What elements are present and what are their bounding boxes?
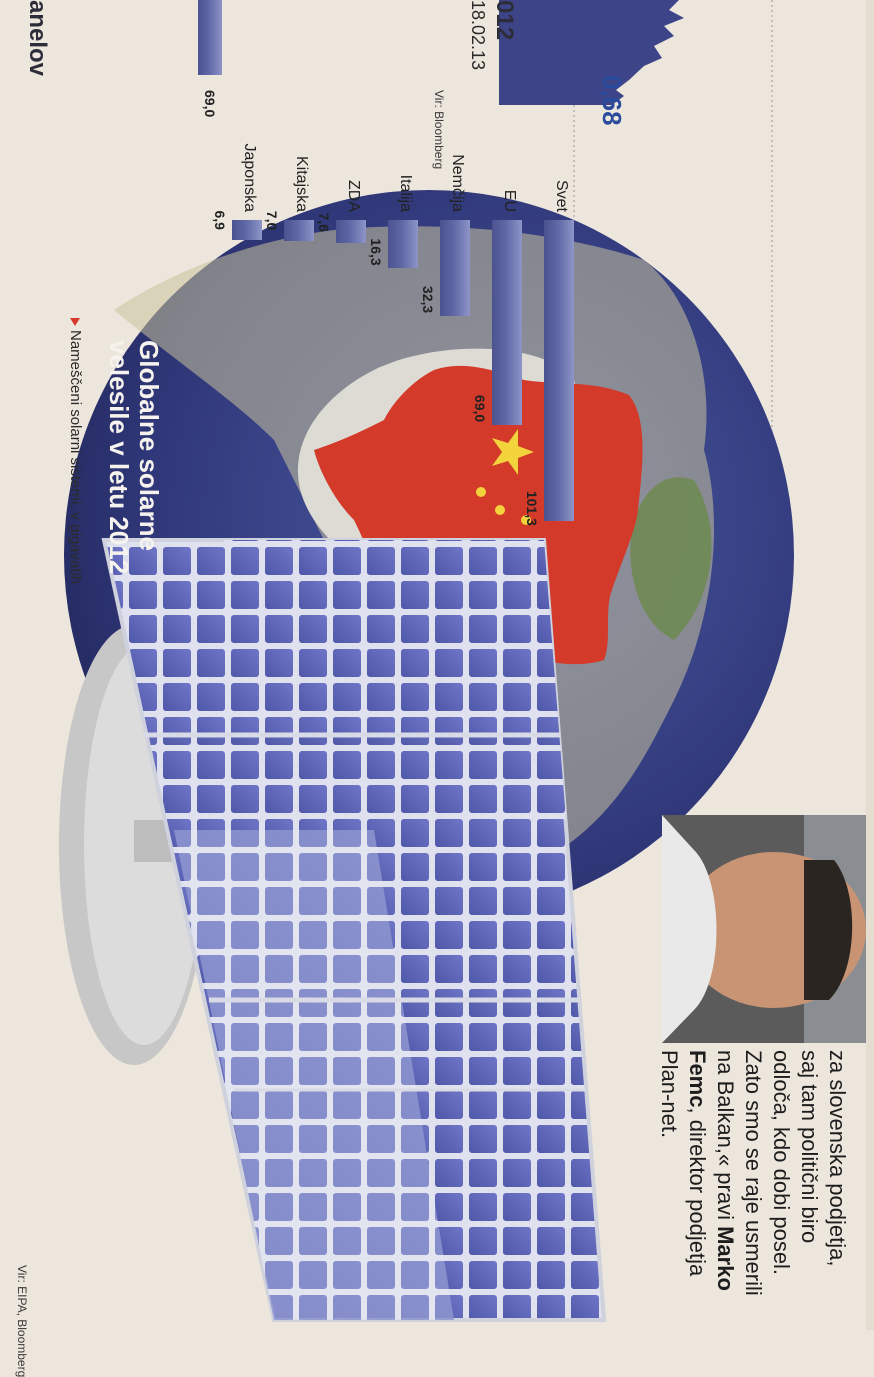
chart-source: Vir: EIPA, Bloomberg [15,1265,29,1377]
bar-value-japonska: 6,9 [212,210,228,230]
bar-cut-off [198,0,222,75]
legend-marker-icon [69,318,80,326]
article-line-5: na Balkan,« pravi Marko [713,1050,738,1291]
article-line-3: odloča, kdo dobi posel. [769,1050,794,1276]
bar-value-nemcija: 32,3 [420,285,436,314]
bar-eu [492,220,522,425]
newspaper-page: anelov 012 18.02.13 0,68 Vir: Bloomberg … [15,0,874,1377]
bar-category-label-zda: ZDA [345,180,362,212]
article-person-first-name: Marko [713,1226,738,1291]
bar-category-label-eu: EU [501,189,518,212]
bar-category-label-italija: Italija [397,174,414,212]
bar-italija [388,220,418,269]
bar-value-svet: 101,3 [524,490,540,526]
article-line-1: za slovenska podjetja, [825,1050,850,1267]
bar-value-kitajska: 7,0 [264,210,280,231]
bar-zda [336,220,366,243]
article-person-last-name: Femc [685,1050,710,1108]
bar-value-cut-off: 69,0 [202,90,218,118]
bar-nemcija [440,220,470,316]
price-line-area [499,0,684,105]
article-line-5-text: na Balkan,« pravi [713,1050,738,1227]
portrait-photo [662,815,874,1043]
bar-value-zda: 7,6 [316,212,332,233]
article-line-7: Plan-net. [657,1050,682,1139]
bar-value-eu: 69,0 [472,394,488,423]
article-line-6-text: , direktor podjetja [685,1107,710,1277]
solar-panel-illustration [59,538,607,1322]
chart-title: Globalne solarne velesile v letu 2012 [104,340,164,575]
chart-legend: Nameščeni solarni sistemi, v gigavatih [67,318,84,584]
bar-japonska [232,220,262,241]
bar-kitajska [284,220,314,241]
bar-category-label-nemcija: Nemčija [449,154,466,212]
article-line-2: saj tam politični biro [797,1050,822,1244]
bar-svet [544,220,574,521]
article-line-4: Zato smo se raje usmerili [741,1050,766,1296]
article-line-6: Femc, direktor podjetja [685,1050,710,1277]
bar-category-label-japonska: Japonska [241,143,258,213]
bar-category-label-svet: Svet [553,179,570,212]
bar-value-italija: 16,3 [368,238,384,266]
chart-legend-text: Nameščeni solarni sistemi, v gigavatih [67,330,84,585]
bar-category-label-kitajska: Kitajska [293,155,310,212]
rotated-page-frame: anelov 012 18.02.13 0,68 Vir: Bloomberg … [15,0,874,1377]
